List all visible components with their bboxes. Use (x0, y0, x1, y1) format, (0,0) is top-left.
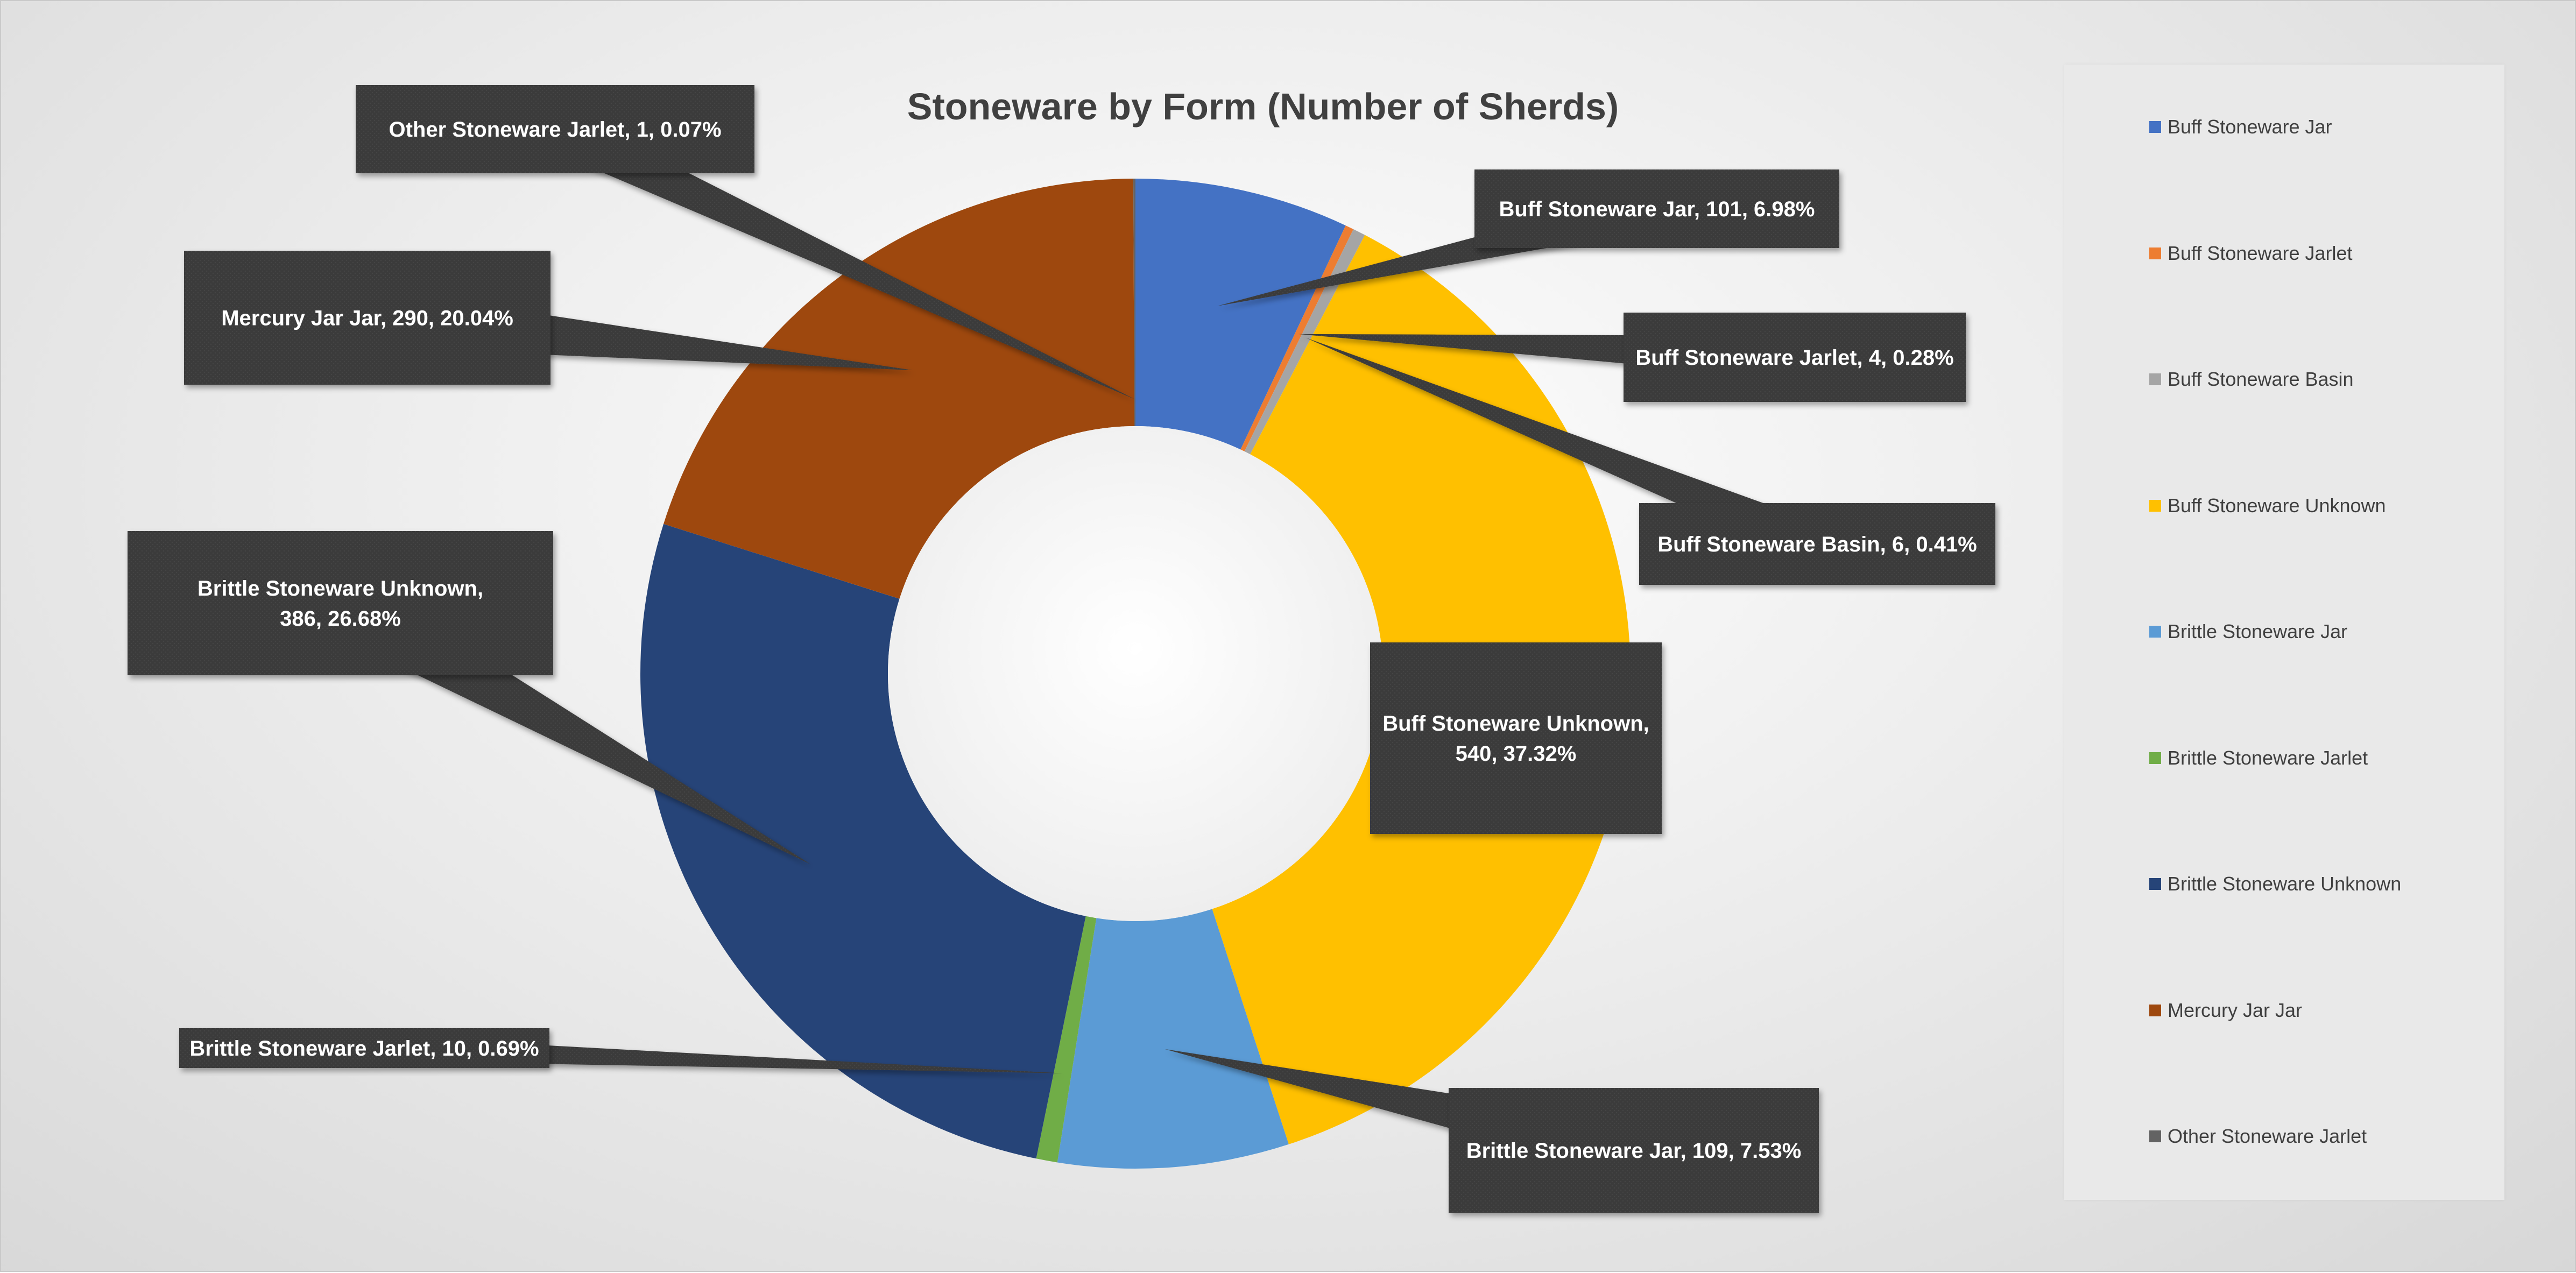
slice-brittle-stoneware-jarlet (1036, 916, 1097, 1163)
legend-label: Brittle Stoneware Unknown (2168, 873, 2402, 895)
slice-buff-stoneware-basin (1244, 229, 1365, 455)
slice-brittle-stoneware-jar (1057, 909, 1289, 1169)
legend: Buff Stoneware Jar Buff Stoneware Jarlet B… (2064, 65, 2504, 1200)
chart-title: Stoneware by Form (Number of Sherds) (907, 86, 1619, 128)
callout-box-other-stoneware-jarlet (356, 85, 754, 173)
legend-item-buff-stoneware-jarlet: Buff Stoneware Jarlet (2149, 240, 2353, 267)
legend-label: Buff Stoneware Basin (2168, 368, 2354, 390)
legend-swatch (2149, 1130, 2161, 1142)
legend-swatch (2149, 626, 2161, 638)
slice-other-stoneware-jarlet (1133, 179, 1135, 427)
legend-item-buff-stoneware-basin: Buff Stoneware Basin (2149, 366, 2354, 393)
callout-box-buff-stoneware-jarlet (1624, 313, 1966, 402)
callout-box-buff-stoneware-jar (1474, 169, 1839, 248)
legend-swatch (2149, 247, 2161, 259)
legend-item-other-stoneware-jarlet: Other Stoneware Jarlet (2149, 1123, 2367, 1150)
donut-hole (888, 426, 1383, 921)
legend-label: Other Stoneware Jarlet (2168, 1125, 2367, 1147)
callout-leader-other-stoneware-jarlet (546, 110, 1135, 400)
callout-box-buff-stoneware-basin (1639, 503, 1995, 585)
data-label-brittle-stoneware-jar: Brittle Stoneware Jar, 109, 7.53% (1466, 1139, 1802, 1163)
legend-item-brittle-stoneware-jarlet: Brittle Stoneware Jarlet (2149, 745, 2368, 772)
callout-box-brittle-stoneware-jarlet (179, 1028, 549, 1068)
legend-item-brittle-stoneware-jar: Brittle Stoneware Jar (2149, 618, 2347, 645)
legend-label: Brittle Stoneware Jarlet (2168, 746, 2368, 769)
data-label-brittle-stoneware-unknown: Brittle Stoneware Unknown, 386, 26.68% (197, 577, 483, 631)
callout-box-brittle-stoneware-unknown (128, 531, 553, 675)
callout-box-buff-stoneware-unknown (1370, 642, 1662, 834)
data-label-mercury-jar-jar: Mercury Jar Jar, 290, 20.04% (221, 307, 513, 330)
data-label-buff-stoneware-jarlet: Buff Stoneware Jarlet, 4, 0.28% (1635, 346, 1953, 370)
legend-swatch (2149, 878, 2161, 890)
slice-brittle-stoneware-unknown (640, 524, 1086, 1159)
data-label-buff-stoneware-jar: Buff Stoneware Jar, 101, 6.98% (1499, 197, 1815, 221)
legend-item-buff-stoneware-jar: Buff Stoneware Jar (2149, 114, 2332, 140)
legend-label: Brittle Stoneware Jar (2168, 620, 2348, 642)
legend-label: Buff Stoneware Unknown (2168, 494, 2386, 517)
legend-swatch (2149, 752, 2161, 764)
data-label-brittle-stoneware-jarlet: Brittle Stoneware Jarlet, 10, 0.69% (189, 1037, 539, 1060)
legend-item-buff-stoneware-unknown: Buff Stoneware Unknown (2149, 492, 2386, 519)
data-label-other-stoneware-jarlet: Other Stoneware Jarlet, 1, 0.07% (389, 118, 721, 142)
legend-swatch (2149, 1004, 2161, 1016)
callout-box-brittle-stoneware-jar (1449, 1088, 1819, 1213)
legend-label: Mercury Jar Jar (2168, 999, 2303, 1021)
slice-mercury-jar-jar (664, 179, 1135, 599)
legend-item-brittle-stoneware-unknown: Brittle Stoneware Unknown (2149, 871, 2401, 897)
legend-label: Buff Stoneware Jarlet (2168, 242, 2353, 264)
legend-item-mercury-jar-jar: Mercury Jar Jar (2149, 997, 2302, 1024)
legend-swatch (2149, 499, 2161, 512)
legend-label: Buff Stoneware Jar (2168, 116, 2332, 138)
legend-swatch (2149, 121, 2161, 133)
legend-swatch (2149, 373, 2161, 385)
callout-box-mercury-jar-jar (184, 251, 551, 385)
data-label-buff-stoneware-unknown: Buff Stoneware Unknown, 540, 37.32% (1382, 712, 1649, 766)
slice-buff-stoneware-jar (1135, 179, 1346, 450)
data-label-buff-stoneware-basin: Buff Stoneware Basin, 6, 0.41% (1657, 533, 1977, 556)
